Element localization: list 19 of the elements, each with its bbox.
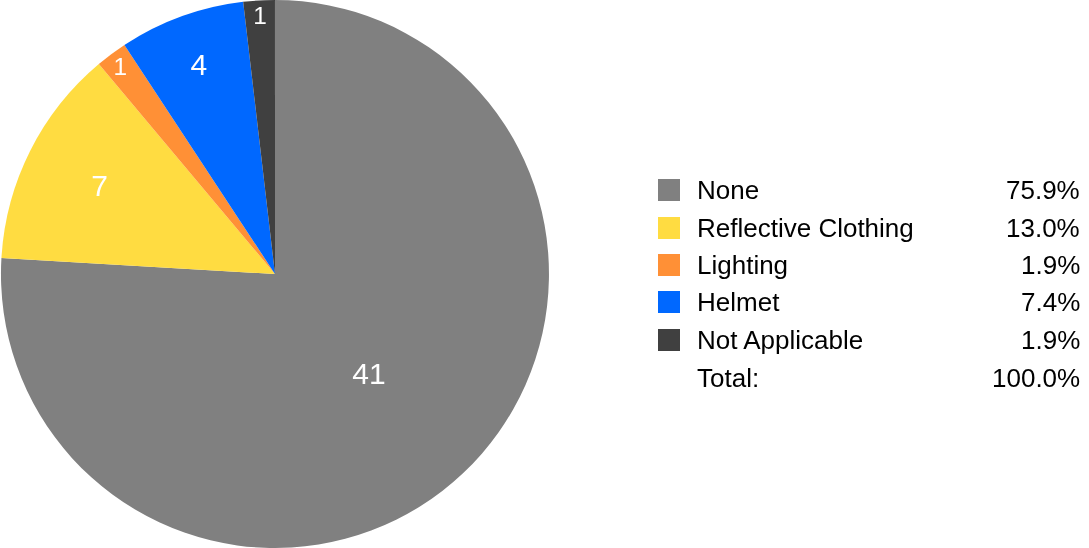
data-label: 41	[352, 357, 386, 391]
pie-slice	[1, 0, 549, 548]
data-label: 1	[113, 52, 128, 80]
legend-label: Lighting	[697, 250, 789, 280]
data-label: 7	[91, 169, 108, 203]
text: 13.0%	[1006, 213, 1080, 243]
text: 75.9%	[1006, 175, 1080, 205]
data-label: 1	[253, 2, 267, 30]
text: Total:	[697, 363, 760, 393]
legend-label: Reflective Clothing	[697, 213, 914, 243]
data-label: 4	[190, 48, 208, 82]
legend-label: Helmet	[697, 287, 781, 317]
legend-label: None	[697, 175, 760, 205]
legend-label: Not Applicable	[697, 325, 864, 355]
text: 7.4%	[1021, 287, 1081, 317]
text: 1.9%	[1021, 325, 1081, 355]
pie-slice	[124, 1, 275, 274]
text: 100.0%	[992, 363, 1081, 393]
text: 1.9%	[1021, 250, 1081, 280]
